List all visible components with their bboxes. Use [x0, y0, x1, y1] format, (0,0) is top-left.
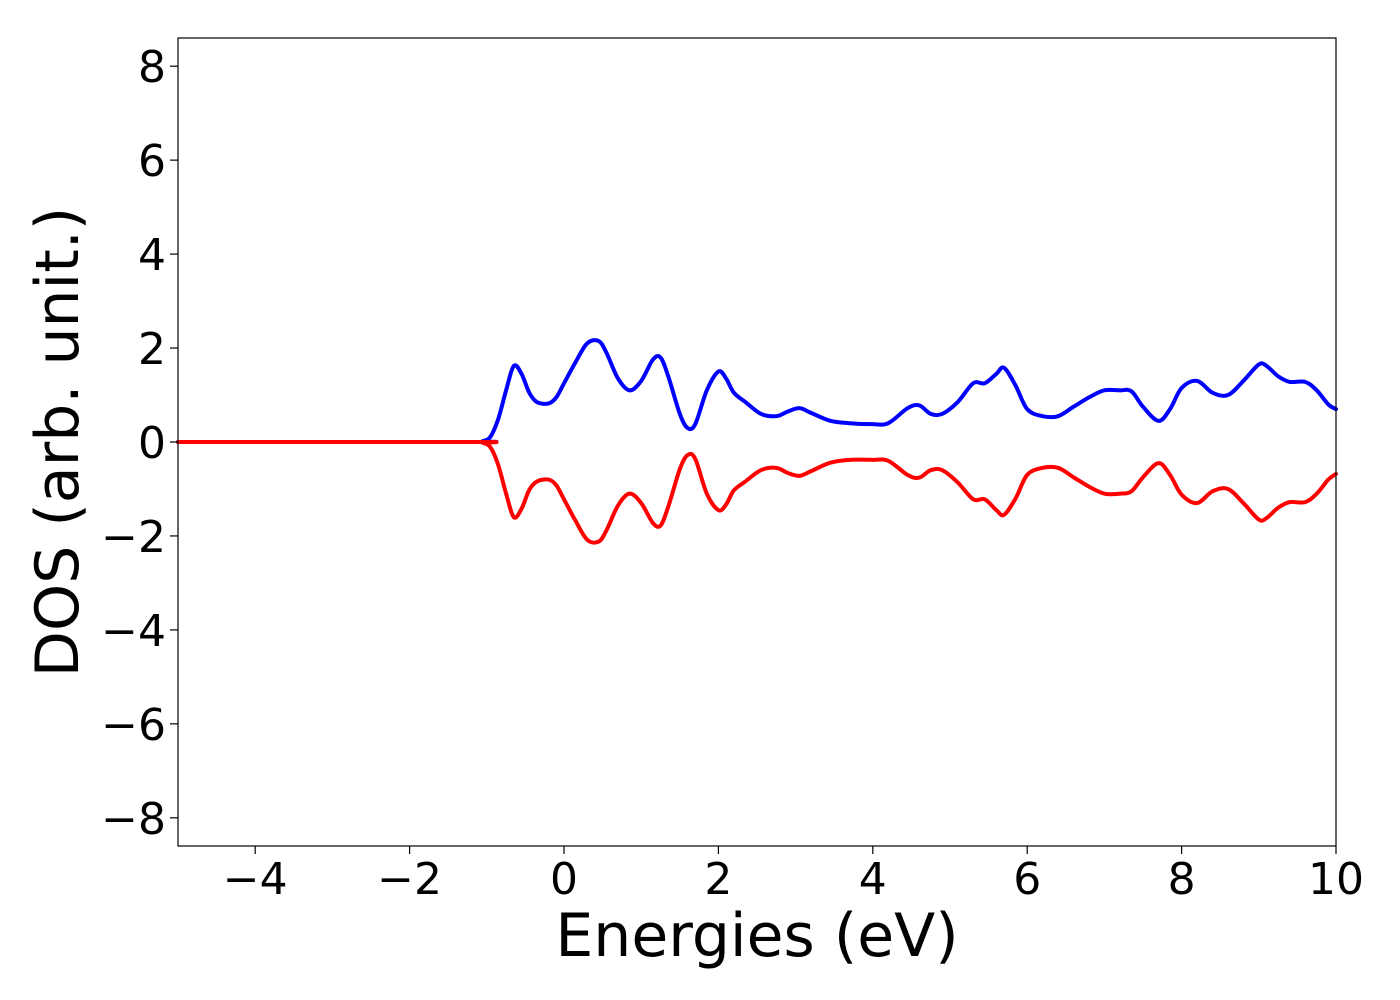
x-axis-label: Energies (eV)	[555, 901, 958, 971]
x-tick-label: 2	[704, 854, 732, 905]
x-tick-label: −4	[223, 854, 288, 905]
x-tick-label: 10	[1308, 854, 1364, 905]
y-tick-label: −4	[101, 606, 166, 657]
y-tick-label: 6	[138, 136, 166, 187]
x-tick-label: 8	[1168, 854, 1196, 905]
x-tick-label: −2	[377, 854, 442, 905]
y-tick-label: 4	[138, 230, 166, 281]
x-tick-label: 6	[1013, 854, 1041, 905]
series-line-0	[176, 338, 1338, 445]
y-tick-label: 2	[138, 324, 166, 375]
y-tick-label: −2	[101, 512, 166, 563]
series-line-1	[176, 439, 1338, 545]
y-tick-label: 8	[138, 42, 166, 93]
plot-frame	[177, 37, 1337, 847]
y-axis-label: DOS (arb. unit.)	[23, 207, 93, 677]
y-axis-ticks: −8 −6 −4 −2 0 2 4 6 8	[101, 42, 178, 845]
series-layer	[176, 338, 1338, 545]
x-axis-ticks: −4 −2 0 2 4 6 8 10	[223, 846, 1364, 905]
y-tick-label: −6	[101, 700, 166, 751]
y-tick-label: 0	[138, 418, 166, 469]
x-tick-label: 0	[550, 854, 578, 905]
y-tick-label: −8	[101, 794, 166, 845]
x-tick-label: 4	[859, 854, 887, 905]
